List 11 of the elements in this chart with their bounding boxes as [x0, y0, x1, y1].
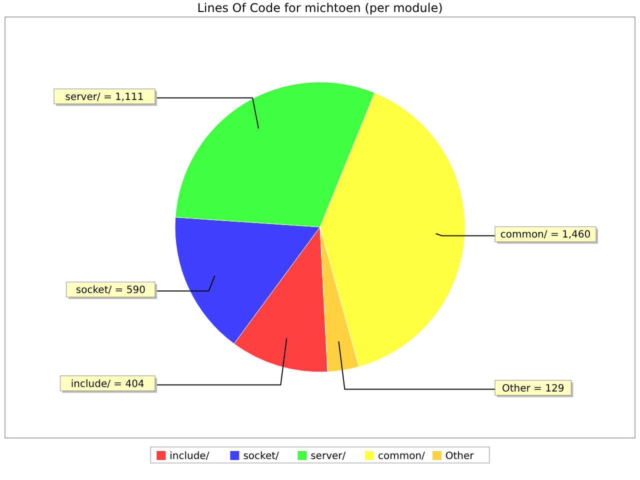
- legend-label: socket/: [243, 451, 280, 462]
- legend-label: server/: [310, 451, 346, 462]
- data-label: Other = 129: [502, 383, 564, 394]
- data-label: include/ = 404: [70, 378, 144, 390]
- chart-title: Lines Of Code for michtoen (per module): [197, 1, 443, 15]
- data-label: server/ = 1,111: [65, 92, 144, 103]
- data-label: socket/ = 590: [76, 285, 146, 296]
- legend-label: Other: [445, 451, 475, 462]
- data-label: common/ = 1,460: [500, 230, 591, 241]
- legend-label: include/: [170, 451, 210, 462]
- legend-label: common/: [378, 451, 426, 462]
